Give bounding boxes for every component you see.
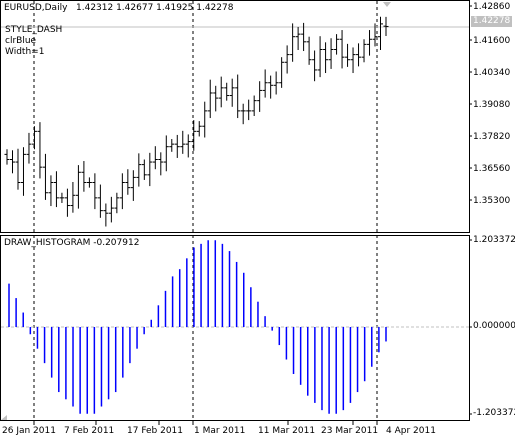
time-label: 7 Feb 2011 [64,426,115,436]
ohlc-values: 1.42312 1.42677 1.41925 1.42278 [76,3,234,13]
indicator-label: DRAW_HISTOGRAM -0.207912 [4,238,140,248]
time-label: 4 Apr 2011 [386,426,436,436]
price-tick: 1.39080 [473,100,511,110]
color-label: clrBlue [5,36,37,46]
time-label: 23 Mar 2011 [321,426,379,436]
indicator-tick: 0.000000 [473,321,515,331]
time-label: 17 Feb 2011 [127,426,184,436]
scroll-marker [1,415,7,420]
width-label: Width=1 [5,47,45,57]
price-tick: 1.35300 [473,196,511,206]
indicator-panel-frame [0,235,470,421]
symbol-label: EURUSD,Daily [4,3,68,13]
price-tick: 1.37820 [473,132,511,142]
time-label: 26 Jan 2011 [2,426,56,436]
price-tick: 1.41600 [473,36,511,46]
price-tick: 1.42860 [473,2,511,12]
price-tick: 1.36560 [473,164,511,174]
axes [1,2,472,425]
style-label: STYLE_DASH [5,25,63,35]
price-bars [4,16,389,227]
chart-shift-marker [383,2,391,7]
main-panel-frame [0,0,470,233]
price-tick: 1.40340 [473,68,511,78]
time-label: 1 Mar 2011 [194,426,246,436]
histogram-series [1,240,469,414]
indicator-tick: 1.203372 [473,235,515,245]
current-price-tag: 1.42278 [471,16,513,27]
indicator-tick: -1.203372 [473,408,515,418]
time-label: 11 Mar 2011 [258,426,316,436]
period-separators [1,1,469,420]
